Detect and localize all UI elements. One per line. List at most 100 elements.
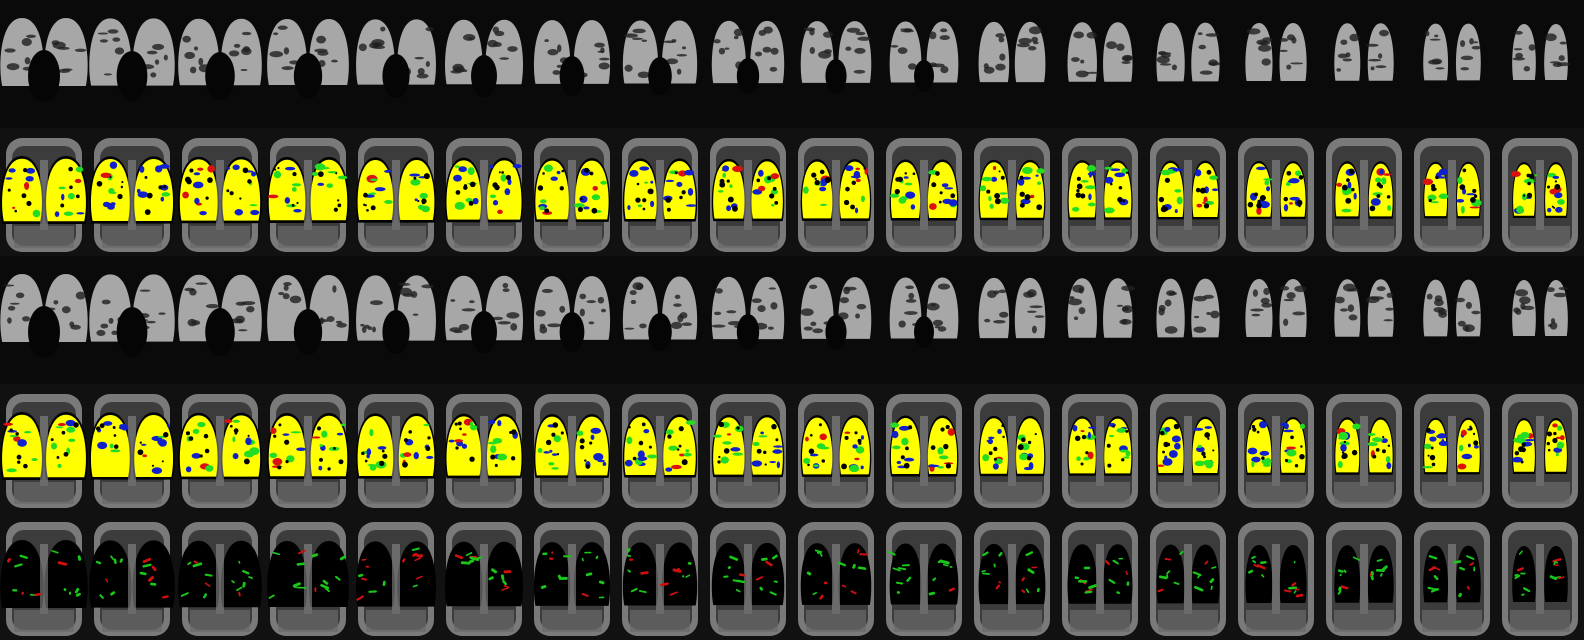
slice-image	[264, 128, 352, 256]
slice-image	[0, 128, 88, 256]
slice-image	[176, 384, 264, 512]
slice-image	[792, 384, 880, 512]
slice-image	[1056, 384, 1144, 512]
slice-image	[880, 128, 968, 256]
slice-image	[1144, 128, 1232, 256]
slice-image	[616, 384, 704, 512]
slice-image	[176, 256, 264, 384]
ventilation-row-1-slice-16	[1320, 0, 1408, 128]
slice-image	[352, 128, 440, 256]
classification-row-1-slice-5	[352, 128, 440, 256]
classification-row-2-slice-3	[176, 384, 264, 512]
classification-row-1-slice-1	[0, 128, 88, 256]
slice-image	[1144, 0, 1232, 128]
slice-image	[968, 512, 1056, 640]
slice-image	[616, 256, 704, 384]
classification-row-2-slice-1	[0, 384, 88, 512]
classification-row-1-slice-6	[440, 128, 528, 256]
classification-row-1-slice-4	[264, 128, 352, 256]
slice-image	[176, 128, 264, 256]
slice-image	[0, 384, 88, 512]
slice-image	[0, 0, 88, 128]
ventilation-row-2-slice-3	[176, 256, 264, 384]
change-map-row-slice-1	[0, 512, 88, 640]
ventilation-row-2-slice-17	[1408, 256, 1496, 384]
classification-row-2-slice-5	[352, 384, 440, 512]
slice-image	[352, 384, 440, 512]
classification-row-1-slice-8	[616, 128, 704, 256]
slice-image	[1408, 512, 1496, 640]
slice-image	[1320, 384, 1408, 512]
slice-image	[352, 256, 440, 384]
ventilation-row-2-slice-9	[704, 256, 792, 384]
classification-row-1-slice-2	[88, 128, 176, 256]
classification-row-1-slice-15	[1232, 128, 1320, 256]
ventilation-row-1-slice-12	[968, 0, 1056, 128]
slice-image	[0, 512, 88, 640]
ventilation-row-2-slice-5	[352, 256, 440, 384]
ventilation-row-1-slice-11	[880, 0, 968, 128]
classification-row-2-slice-16	[1320, 384, 1408, 512]
classification-row-2-slice-13	[1056, 384, 1144, 512]
slice-image	[880, 256, 968, 384]
slice-image	[1056, 512, 1144, 640]
slice-image	[440, 512, 528, 640]
slice-image	[1144, 384, 1232, 512]
slice-image	[792, 0, 880, 128]
ventilation-row-1-slice-13	[1056, 0, 1144, 128]
slice-image	[968, 0, 1056, 128]
slice-image	[1320, 128, 1408, 256]
change-map-row-slice-2	[88, 512, 176, 640]
slice-image	[616, 128, 704, 256]
slice-image	[264, 0, 352, 128]
slice-image	[528, 0, 616, 128]
ventilation-row-2-slice-15	[1232, 256, 1320, 384]
classification-row-1-slice-11	[880, 128, 968, 256]
slice-image	[704, 0, 792, 128]
ventilation-row-1-slice-5	[352, 0, 440, 128]
ventilation-row-2-slice-2	[88, 256, 176, 384]
change-map-row-slice-6	[440, 512, 528, 640]
slice-image	[1408, 384, 1496, 512]
classification-row-2-slice-4	[264, 384, 352, 512]
change-map-row-slice-7	[528, 512, 616, 640]
ventilation-row-1-slice-4	[264, 0, 352, 128]
slice-image	[704, 256, 792, 384]
classification-row-2-slice-12	[968, 384, 1056, 512]
ventilation-row-1-slice-1	[0, 0, 88, 128]
classification-row-2-slice-18	[1496, 384, 1584, 512]
classification-row-1-slice-12	[968, 128, 1056, 256]
change-map-row-slice-5	[352, 512, 440, 640]
slice-image	[1056, 0, 1144, 128]
slice-image	[1320, 0, 1408, 128]
slice-image	[616, 512, 704, 640]
ventilation-row-2-slice-6	[440, 256, 528, 384]
classification-row-1-slice-13	[1056, 128, 1144, 256]
classification-row-1-slice-9	[704, 128, 792, 256]
classification-row-2-slice-7	[528, 384, 616, 512]
slice-image	[1320, 512, 1408, 640]
slice-image	[1056, 256, 1144, 384]
slice-image	[1408, 0, 1496, 128]
slice-image	[440, 128, 528, 256]
ventilation-row-2-slice-16	[1320, 256, 1408, 384]
classification-row-2-slice-8	[616, 384, 704, 512]
slice-image	[88, 384, 176, 512]
slice-image	[1144, 256, 1232, 384]
classification-row-1-slice-7	[528, 128, 616, 256]
ventilation-row-1-slice-6	[440, 0, 528, 128]
ventilation-row-2-slice-14	[1144, 256, 1232, 384]
ventilation-row-1-slice-2	[88, 0, 176, 128]
change-map-row-slice-4	[264, 512, 352, 640]
slice-image	[968, 256, 1056, 384]
ventilation-row-1-slice-18	[1496, 0, 1584, 128]
slice-image	[1408, 256, 1496, 384]
ventilation-row-2-slice-4	[264, 256, 352, 384]
slice-image	[352, 512, 440, 640]
ventilation-row-2-slice-10	[792, 256, 880, 384]
slice-image	[88, 0, 176, 128]
slice-image	[440, 384, 528, 512]
classification-row-2-slice-2	[88, 384, 176, 512]
ventilation-row-1-slice-17	[1408, 0, 1496, 128]
ventilation-row-1-slice-14	[1144, 0, 1232, 128]
